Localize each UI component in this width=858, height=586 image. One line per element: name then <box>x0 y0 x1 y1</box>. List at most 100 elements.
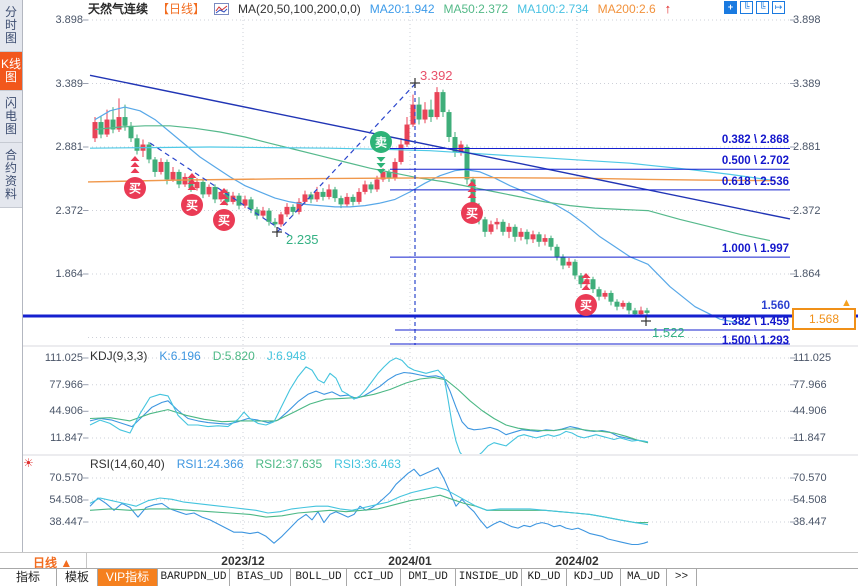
buy-signal[interactable]: 买 <box>575 273 597 316</box>
buy-signal[interactable]: 买 <box>124 156 146 199</box>
candle[interactable] <box>200 181 206 195</box>
tab-2[interactable]: 模板 <box>57 569 98 586</box>
candle[interactable] <box>626 302 632 311</box>
candle[interactable] <box>404 124 410 145</box>
candle[interactable] <box>98 122 104 135</box>
buy-signal[interactable]: 买 <box>461 181 483 224</box>
axis-zoom-right-icon[interactable]: ╚ <box>756 1 769 14</box>
candle[interactable] <box>548 238 554 247</box>
period-selector[interactable]: 日线 ▲ <box>33 556 73 570</box>
axis-zoom-left-icon[interactable]: ╚ <box>740 1 753 14</box>
tab-12[interactable]: MA_UD <box>621 569 667 586</box>
candle[interactable] <box>224 191 230 202</box>
ma-indicator-icon[interactable] <box>214 2 230 15</box>
candle[interactable] <box>92 122 98 139</box>
candle[interactable] <box>374 179 380 190</box>
candle[interactable] <box>620 302 626 307</box>
candle[interactable] <box>542 238 548 242</box>
candle[interactable] <box>560 256 566 266</box>
tab-5[interactable]: BIAS_UD <box>230 569 291 586</box>
candle[interactable] <box>260 210 266 216</box>
candle[interactable] <box>368 184 374 190</box>
candle[interactable] <box>524 231 530 240</box>
candle[interactable] <box>206 186 212 195</box>
candle[interactable] <box>572 261 578 276</box>
candle[interactable] <box>104 119 110 135</box>
candle[interactable] <box>554 246 560 257</box>
candle[interactable] <box>530 234 536 240</box>
candle[interactable] <box>632 310 638 315</box>
tab-4[interactable]: BARUPDN_UD <box>158 569 230 586</box>
candle[interactable] <box>176 171 182 185</box>
candle[interactable] <box>440 92 446 113</box>
sidebar-item-3[interactable]: 闪电图 <box>0 91 22 143</box>
tab-7[interactable]: CCI_UD <box>347 569 401 586</box>
candle[interactable] <box>452 137 458 152</box>
candle[interactable] <box>278 214 284 225</box>
period-tag[interactable]: 【日线】 <box>157 2 206 16</box>
drawing-lines[interactable] <box>89 74 791 345</box>
candle[interactable] <box>314 191 320 200</box>
candle[interactable] <box>344 196 350 205</box>
candle[interactable] <box>158 161 164 172</box>
candle[interactable] <box>362 184 368 192</box>
candle[interactable] <box>110 119 116 130</box>
candle[interactable] <box>248 199 254 210</box>
candle[interactable] <box>482 219 488 232</box>
candle[interactable] <box>596 289 602 297</box>
candle[interactable] <box>398 144 404 162</box>
candle[interactable] <box>500 221 506 232</box>
candle[interactable] <box>566 261 572 266</box>
candle[interactable] <box>212 186 218 200</box>
tab-3[interactable]: VIP指标 <box>98 569 158 586</box>
candle[interactable] <box>320 191 326 197</box>
candle[interactable] <box>410 104 416 125</box>
fib-lines[interactable] <box>23 147 858 345</box>
candle[interactable] <box>644 310 650 313</box>
candle[interactable] <box>284 206 290 215</box>
candle[interactable] <box>446 112 452 138</box>
candle[interactable] <box>614 301 620 307</box>
candle[interactable] <box>488 224 494 232</box>
candle[interactable] <box>308 194 314 200</box>
candle[interactable] <box>290 206 296 212</box>
candle[interactable] <box>302 194 308 202</box>
tab-9[interactable]: INSIDE_UD <box>456 569 522 586</box>
candle[interactable] <box>434 92 440 118</box>
tab-6[interactable]: BOLL_UD <box>291 569 347 586</box>
candle[interactable] <box>338 198 344 205</box>
candle[interactable] <box>602 292 608 297</box>
sidebar-item-1[interactable]: 分时图 <box>0 0 22 52</box>
candle[interactable] <box>122 117 128 126</box>
candle[interactable] <box>506 226 512 232</box>
candle[interactable] <box>164 161 170 180</box>
candle[interactable] <box>512 226 518 237</box>
tab-13[interactable]: >> <box>667 569 697 586</box>
tab-1[interactable]: 指标 <box>0 569 57 586</box>
candle[interactable] <box>536 234 542 242</box>
candle[interactable] <box>422 109 428 120</box>
sidebar-item-4[interactable]: 合约资料 <box>0 143 22 208</box>
candle[interactable] <box>236 195 242 206</box>
tab-10[interactable]: KD_UD <box>522 569 567 586</box>
candle[interactable] <box>152 159 158 172</box>
candle[interactable] <box>470 179 476 207</box>
candle[interactable] <box>218 191 224 200</box>
candle[interactable] <box>194 181 200 189</box>
candle[interactable] <box>578 275 584 285</box>
candle[interactable] <box>272 221 278 225</box>
candle[interactable] <box>146 144 152 160</box>
candle[interactable] <box>170 171 176 180</box>
candle[interactable] <box>128 125 134 139</box>
candle[interactable] <box>380 171 386 180</box>
candle[interactable] <box>608 292 614 302</box>
candle[interactable] <box>296 201 302 212</box>
candle[interactable] <box>386 171 392 179</box>
candle[interactable] <box>254 209 260 216</box>
candle[interactable] <box>230 195 236 202</box>
candle[interactable] <box>518 231 524 237</box>
candle[interactable] <box>392 161 398 179</box>
pan-tool-icon[interactable]: + <box>724 1 737 14</box>
collapse-panel-icon[interactable]: ↦ <box>772 1 785 14</box>
